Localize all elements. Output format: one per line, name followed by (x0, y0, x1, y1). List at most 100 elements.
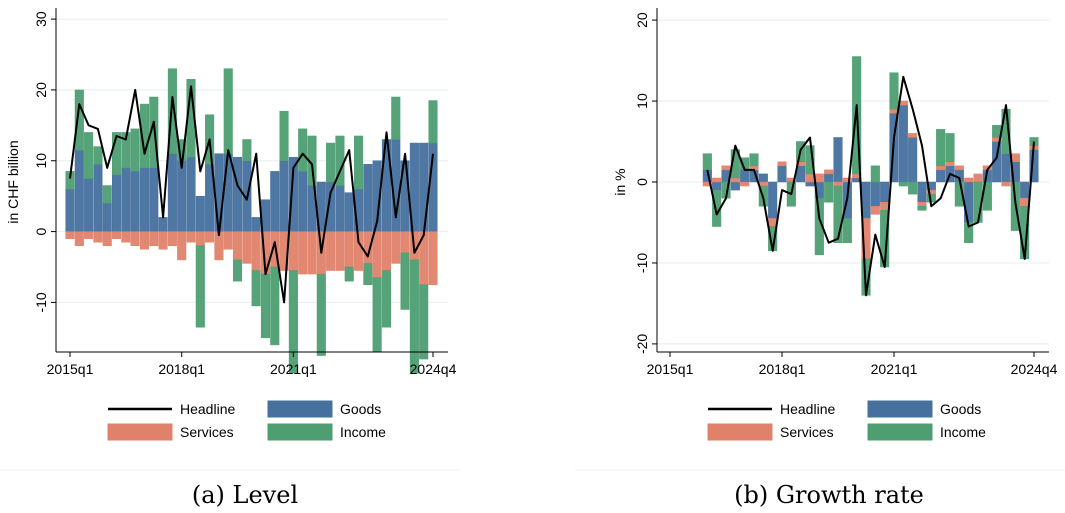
income-bar (833, 185, 843, 243)
income-bar (316, 273, 326, 356)
services-bar (65, 231, 75, 239)
goods-bar (84, 178, 94, 232)
services-bar (74, 231, 84, 246)
income-bar (814, 197, 824, 256)
goods-bar (74, 149, 84, 232)
y-axis-title: in % (612, 168, 628, 195)
panel-growth: -20 -10 0 10 20 2015q1 2018q1 2021q1 2024q4 in % H… (575, 0, 1065, 470)
income-bar (233, 259, 243, 282)
goods-bar (768, 181, 778, 219)
goods-bar (758, 173, 768, 183)
services-bar (917, 201, 927, 207)
services-bar (93, 231, 103, 243)
goods-bar (964, 181, 974, 223)
income-bar (74, 89, 84, 151)
x-tick-label: 2021q1 (871, 361, 918, 377)
services-bar (880, 201, 890, 211)
income-bar (391, 96, 401, 140)
services-bar (758, 181, 768, 187)
goods-bar (833, 137, 843, 183)
services-bar (730, 177, 740, 183)
goods-bar (139, 167, 149, 232)
income-bar (354, 135, 364, 190)
services-bar (740, 181, 750, 187)
income-bar (898, 181, 908, 187)
goods-bar (121, 167, 131, 232)
goods-bar (1001, 153, 1011, 183)
goods-bar (805, 181, 815, 187)
services-bar (372, 231, 382, 278)
services-bar (824, 169, 834, 175)
services-bar (335, 231, 345, 271)
y-tick-label: 30 (33, 11, 49, 27)
legend-services-swatch (107, 423, 173, 441)
goods-bar (740, 169, 750, 183)
panel-level-plot: -10 0 10 20 30 2015q1 2018q1 2021q1 2024q4 in CHF… (5, 8, 457, 441)
goods-bar (917, 181, 927, 203)
goods-bar (102, 203, 112, 232)
legend-goods-label: Goods (340, 401, 381, 417)
goods-bar (335, 185, 345, 232)
income-bar (93, 146, 103, 165)
goods-bar (158, 217, 168, 232)
services-bar (298, 231, 308, 275)
goods-bar (93, 164, 103, 232)
goods-bar (344, 192, 354, 232)
income-bar (889, 72, 899, 110)
services-bar (1020, 197, 1030, 207)
y-axis-title: in CHF billion (5, 140, 21, 223)
goods-bar (233, 156, 243, 232)
services-bar (242, 231, 252, 264)
income-bar (824, 181, 834, 203)
services-bar (354, 231, 364, 271)
legend-services-swatch (707, 423, 773, 441)
services-bar (233, 231, 243, 261)
legend-income-label: Income (940, 424, 986, 440)
y-tick-label: 0 (634, 178, 650, 186)
services-bar (326, 231, 336, 271)
income-bar (242, 139, 252, 161)
y-tick-label: -20 (634, 334, 650, 354)
goods-bar (130, 171, 140, 232)
services-bar (167, 231, 177, 246)
services-bar (400, 231, 410, 254)
goods-bar (149, 167, 159, 232)
income-bar (195, 245, 205, 328)
x-tick-label: 2015q1 (647, 361, 694, 377)
services-bar (139, 231, 149, 250)
goods-bar (270, 171, 280, 232)
legend-headline-label: Headline (180, 401, 235, 417)
income-bar (288, 270, 298, 374)
services-bar (833, 181, 843, 187)
services-bar (223, 231, 233, 250)
legend-headline-label: Headline (780, 401, 835, 417)
services-bar (391, 231, 401, 264)
goods-bar (861, 181, 871, 219)
income-bar (344, 266, 354, 282)
income-bar (749, 153, 759, 167)
x-tick-label: 2018q1 (759, 361, 806, 377)
services-bar (158, 231, 168, 250)
goods-bar (65, 188, 75, 232)
services-bar (908, 133, 918, 138)
services-bar (964, 177, 974, 183)
income-bar (223, 68, 233, 154)
y-tick-label: 20 (634, 12, 650, 28)
income-bar (251, 270, 261, 307)
y-tick-label: 10 (634, 93, 650, 109)
panel-growth-caption: (b) Growth rate (734, 481, 924, 509)
legend-income-label: Income (340, 424, 386, 440)
services-bar (130, 231, 140, 246)
income-bar (84, 132, 94, 179)
x-tick-label: 2024q4 (410, 361, 457, 377)
services-bar (186, 231, 196, 243)
y-tick-label: -10 (33, 292, 49, 312)
goods-bar (279, 160, 289, 232)
goods-bar (880, 181, 890, 203)
income-bar (121, 132, 131, 169)
services-bar (842, 177, 852, 183)
income-bar (409, 259, 419, 374)
x-tick-label: 2021q1 (270, 361, 317, 377)
goods-bar (112, 174, 122, 232)
